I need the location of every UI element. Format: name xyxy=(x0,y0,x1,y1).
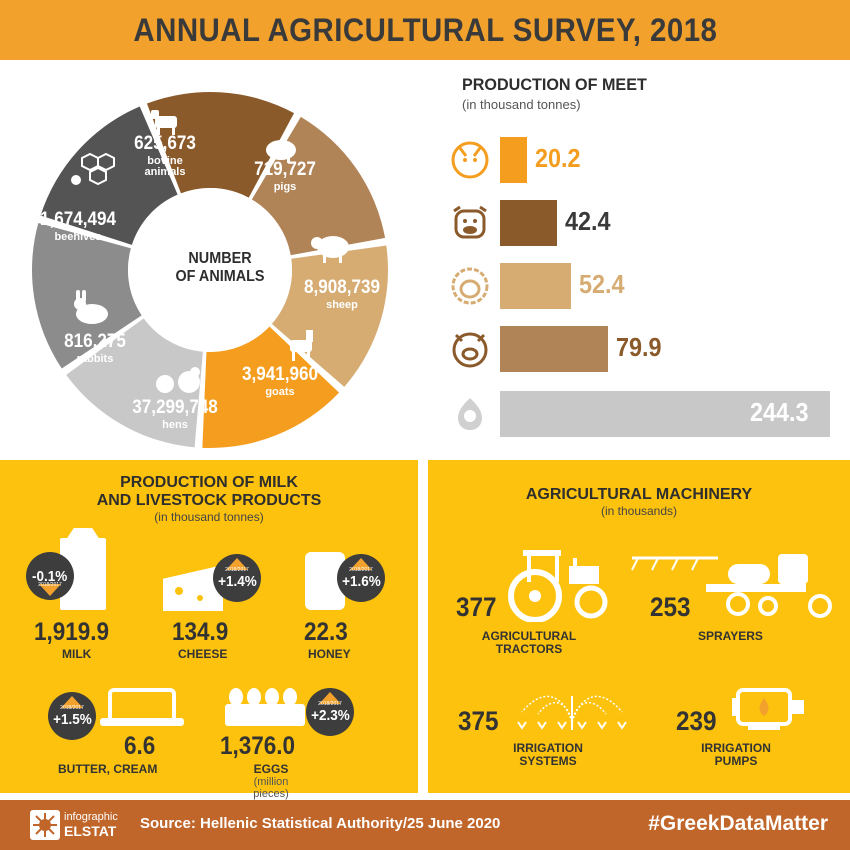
pump-icon xyxy=(732,688,804,730)
rabbit-icon xyxy=(74,290,108,324)
meat-production-chart: PRODUCTION OF MEET (in thousand tonnes) xyxy=(448,75,848,437)
source-text: Source: Hellenic Statistical Authority/2… xyxy=(140,815,501,832)
butter-label: BUTTER, CREAM xyxy=(58,762,158,776)
honey-value: 22.3 HONEY xyxy=(304,618,351,661)
egg-carton-icon xyxy=(225,688,309,730)
pigs-label: 719,727 pigs xyxy=(254,159,316,193)
meat-row-hen xyxy=(448,391,492,437)
meat-value-1: 42.4 xyxy=(565,206,611,236)
cheese-change-badge: 2018/2017 +1.4% xyxy=(213,554,261,602)
goat-icon xyxy=(290,330,313,361)
top-section: 625,673 bovine animals 719,727 pigs 8,90… xyxy=(0,60,850,458)
meat-bar-3 xyxy=(500,326,608,372)
hen-icon xyxy=(156,367,200,393)
hashtag: #GreekDataMatter xyxy=(648,812,828,835)
milk-change-badge: -0.1% 2018/2017 xyxy=(26,552,74,600)
cow-icon xyxy=(151,110,177,135)
meat-row-sheep xyxy=(448,263,492,309)
honey-change-badge: 2018/2017 +1.6% xyxy=(337,554,385,602)
tractor-icon xyxy=(508,550,608,622)
ring-segment-bovine-animals xyxy=(146,92,295,198)
meat-row-cow xyxy=(448,200,492,246)
meat-value-4: 244.3 xyxy=(750,397,809,427)
machinery-title: AGRICULTURAL MACHINERY xyxy=(525,486,753,503)
pig-icon xyxy=(266,140,296,163)
ring-segment-sheep xyxy=(271,245,388,387)
butter-value: 6.6 xyxy=(124,732,156,760)
meat-bar-0 xyxy=(500,137,528,183)
meat-title: PRODUCTION OF MEET xyxy=(462,75,647,94)
livestock-title: PRODUCTION OF MILK AND LIVESTOCK PRODUCT… xyxy=(96,474,322,509)
meat-subtitle: (in thousand tonnes) xyxy=(462,97,581,112)
ring-segment-goats xyxy=(202,326,340,448)
hens-label: 37,299,748 hens xyxy=(132,397,218,431)
butter-dish-icon xyxy=(100,688,184,728)
logo-text-elstat: ELSTAT xyxy=(64,823,117,839)
meat-row-goat xyxy=(448,137,492,183)
ring-center-label: NUMBER OF ANIMALS xyxy=(175,250,265,285)
eggs-change-badge: 2018/2017 +2.3% xyxy=(306,688,354,736)
bovine-label: 625,673 bovine animals xyxy=(134,133,196,178)
butter-change-badge: 2018/2017 +1.5% xyxy=(48,692,96,740)
meat-row-pig xyxy=(448,326,492,372)
ring-center xyxy=(128,188,292,352)
machinery-subtitle: (in thousands) xyxy=(600,504,678,518)
meat-value-0: 20.2 xyxy=(535,143,581,173)
eggs-label: EGGS (million pieces) xyxy=(253,762,289,800)
sheep-icon xyxy=(448,264,492,308)
meat-value-2: 52.4 xyxy=(578,269,625,299)
ring-segment-beehives xyxy=(40,106,178,245)
cheese-value: 134.9 CHEESE xyxy=(172,618,229,661)
hen-icon xyxy=(448,392,492,436)
animals-ring-chart: 625,673 bovine animals 719,727 pigs 8,90… xyxy=(20,80,400,460)
ring-segment-hens xyxy=(66,318,203,448)
meat-value-3: 79.9 xyxy=(615,332,662,362)
goat-icon xyxy=(448,138,492,182)
irrigation-icon xyxy=(517,695,627,730)
ring-segment-rabbits xyxy=(31,222,142,369)
milk-value: 1,919.9 MILK xyxy=(34,618,110,661)
livestock-products-panel: PRODUCTION OF MILK AND LIVESTOCK PRODUCT… xyxy=(0,458,418,800)
cow-icon xyxy=(448,201,492,245)
animals-ring-svg xyxy=(31,92,388,448)
machinery-panel: AGRICULTURAL MACHINERY (in thousands) 37… xyxy=(428,458,850,793)
sheep-icon xyxy=(311,236,349,263)
sheep-label: 8,908,739 sheep xyxy=(303,277,381,311)
page-title: ANNUAL AGRICULTURAL SURVEY, 2018 xyxy=(133,11,717,48)
meat-bar-2 xyxy=(500,263,571,309)
livestock-subtitle: (in thousand tonnes) xyxy=(154,510,264,524)
beehives-label: 1,674,494 beehives xyxy=(39,209,117,243)
logo-text-infographic: infographic xyxy=(64,811,118,823)
pig-icon xyxy=(448,327,492,371)
meat-bar-4 xyxy=(500,391,830,437)
sprayer-icon xyxy=(631,554,832,618)
meat-bar-1 xyxy=(500,200,558,246)
elstat-logo-icon xyxy=(30,810,60,840)
footer: infographic ELSTAT Source: Hellenic Stat… xyxy=(0,800,850,850)
goats-label: 3,941,960 goats xyxy=(241,364,319,398)
header-banner: ANNUAL AGRICULTURAL SURVEY, 2018 xyxy=(0,0,850,60)
beehive-icon xyxy=(71,152,115,186)
eggs-value: 1,376.0 xyxy=(220,732,296,760)
ring-icons xyxy=(71,110,349,393)
rabbits-label: 816,275 rabbits xyxy=(64,331,126,365)
